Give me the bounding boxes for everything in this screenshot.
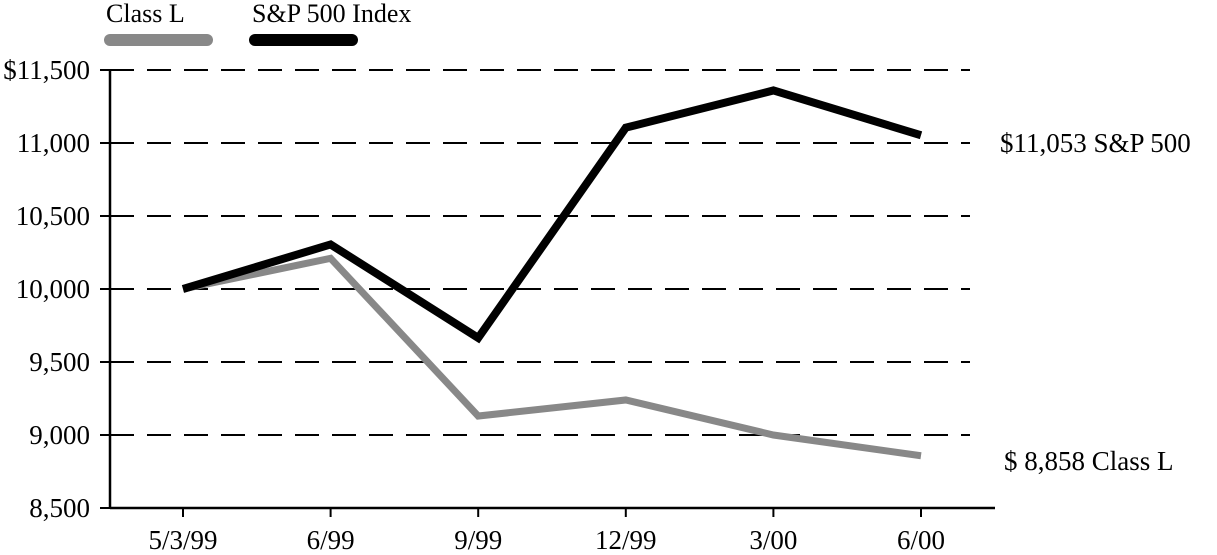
x-tick-label: 6/99 — [307, 525, 355, 555]
x-axis-ticks: 5/3/99 6/99 9/99 12/99 3/00 6/00 — [148, 508, 945, 555]
y-tick-label: 9,000 — [29, 420, 90, 450]
legend-label: Class L — [106, 0, 185, 28]
series-lines — [181, 86, 923, 460]
x-tick-label: 6/00 — [897, 525, 945, 555]
y-tick-label: 10,500 — [16, 201, 90, 231]
x-tick-label: 12/99 — [595, 525, 657, 555]
series-line-class-l — [182, 254, 922, 460]
y-tick-label: 11,000 — [17, 128, 90, 158]
legend-label: S&P 500 Index — [252, 0, 411, 28]
end-value-label: $ 8,858 Class L — [1004, 446, 1174, 476]
y-tick-label: 10,000 — [16, 274, 90, 304]
x-tick-label: 5/3/99 — [148, 525, 217, 555]
end-labels: $11,053 S&P 500 $ 8,858 Class L — [1000, 128, 1191, 476]
legend: Class L S&P 500 Index — [104, 0, 411, 46]
series-line-sp500 — [181, 86, 923, 344]
y-tick-label: 9,500 — [29, 347, 90, 377]
grid-lines — [110, 69, 970, 436]
y-axis-ticks: 8,500 9,000 9,500 10,000 10,500 11,000 $11,500 — [3, 55, 110, 523]
y-tick-label: 8,500 — [29, 493, 90, 523]
y-tick-label: $11,500 — [3, 55, 90, 85]
x-tick-label: 9/99 — [454, 525, 502, 555]
x-tick-label: 3/00 — [749, 525, 797, 555]
end-value-label: $11,053 S&P 500 — [1000, 128, 1191, 158]
